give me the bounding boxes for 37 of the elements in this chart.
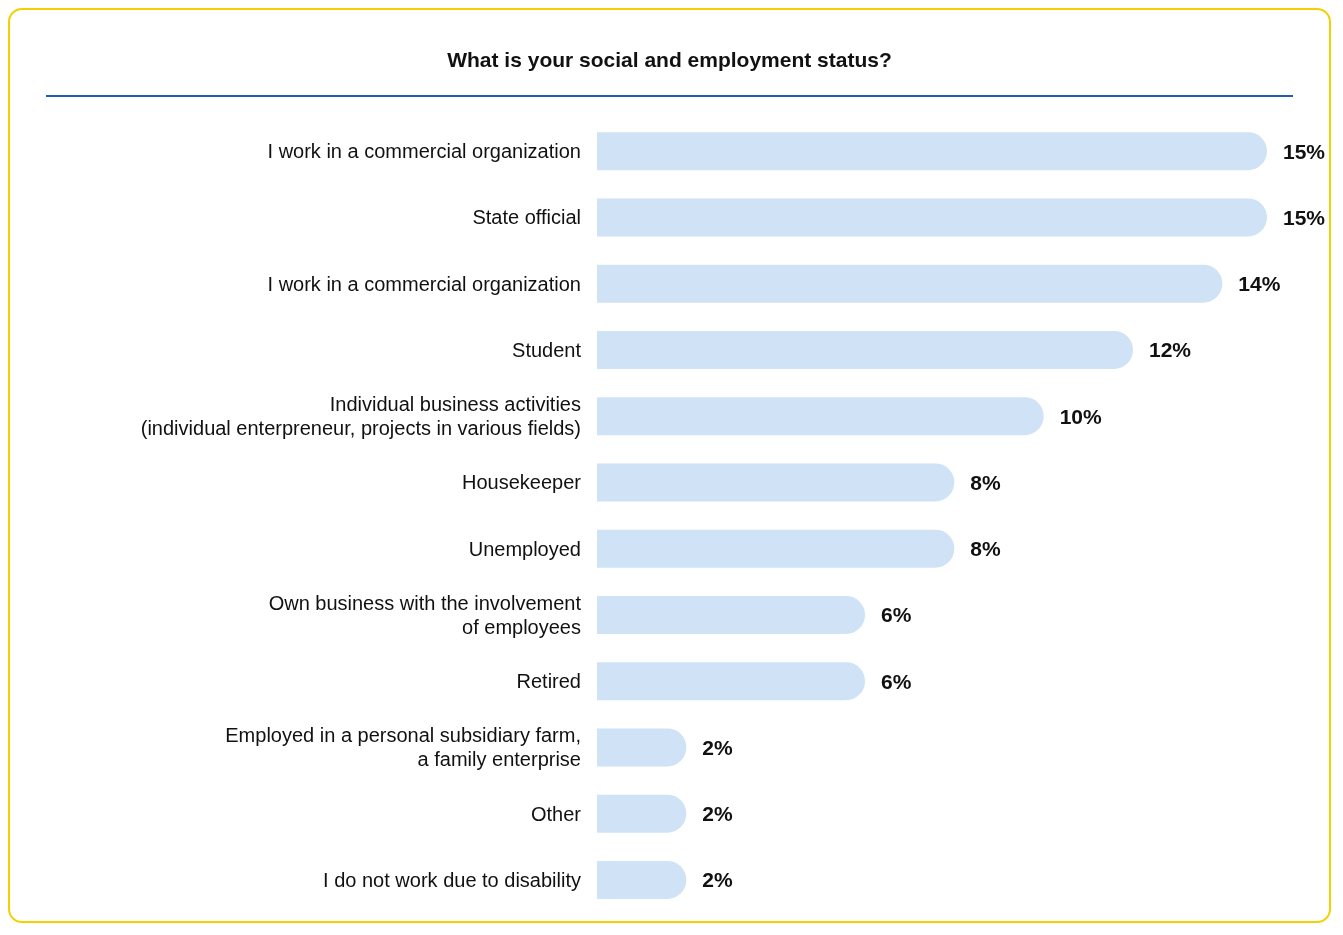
y-tick-label: I do not work due to disability (323, 868, 581, 891)
data-label: 2% (702, 868, 734, 892)
data-label: 2% (702, 802, 734, 826)
bar (597, 728, 687, 767)
y-tick-label: Student (512, 338, 582, 361)
data-label: 15% (1283, 205, 1326, 229)
data-label: 15% (1283, 139, 1326, 163)
data-label: 6% (881, 669, 912, 693)
y-tick-label: I work in a commercial organization (267, 272, 581, 295)
y-tick-label: I work in a commercial organization (267, 140, 581, 163)
data-label: 14% (1238, 272, 1281, 296)
y-tick-label: Other (530, 802, 582, 825)
bar (597, 264, 1223, 303)
y-tick-label: Retired (516, 670, 581, 693)
bar (597, 463, 955, 502)
y-tick-label: Own business with the involvement of employees (268, 591, 582, 638)
bar (597, 330, 1133, 369)
y-tick-label: Individual business activities (individual enterpreneur, projects in various fields) (140, 393, 581, 440)
data-label: 2% (702, 735, 734, 759)
data-label: 10% (1059, 404, 1103, 428)
y-tick-label: Housekeeper (462, 471, 582, 494)
data-label: 8% (970, 537, 1002, 561)
bar (597, 132, 1267, 171)
bar (597, 529, 955, 568)
bar (597, 595, 865, 634)
data-label: 8% (970, 470, 1002, 494)
y-tick-label: Unemployed (468, 537, 581, 560)
chart-title: What is your social and employment status? (46, 48, 1293, 97)
bar (597, 662, 865, 701)
bar (597, 794, 687, 833)
bar (597, 198, 1267, 237)
y-tick-label: Employed in a personal subsidiary farm, a family enterprise (225, 724, 581, 771)
bar (597, 397, 1044, 436)
data-label: 12% (1149, 338, 1192, 362)
data-label: 6% (881, 603, 912, 627)
y-tick-label: State official (472, 206, 581, 229)
bar (597, 860, 687, 899)
